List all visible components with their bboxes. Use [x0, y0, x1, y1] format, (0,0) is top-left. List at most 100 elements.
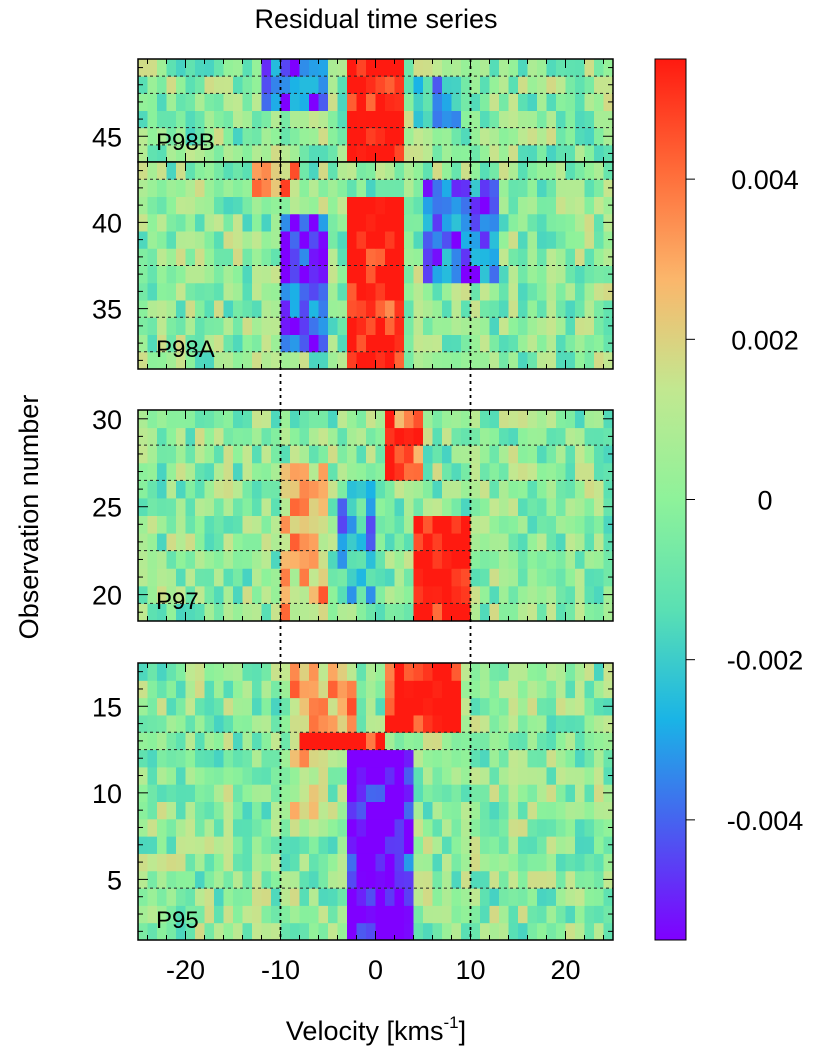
heatmap-cell: [470, 248, 481, 266]
heatmap-cell: [233, 515, 243, 534]
heatmap-cell: [470, 59, 481, 77]
heatmap-cell: [242, 480, 253, 499]
heatmap-cell: [223, 231, 234, 249]
heatmap-cell: [280, 351, 291, 370]
heatmap-cell: [394, 663, 405, 681]
heatmap-cell: [233, 550, 243, 569]
heatmap-cell: [537, 603, 547, 622]
heatmap-cell: [280, 515, 291, 534]
heatmap-cell: [413, 248, 424, 266]
heatmap-cell: [375, 853, 386, 872]
heatmap-cell: [470, 213, 481, 232]
heatmap-cell: [280, 144, 291, 163]
heatmap-cell: [451, 300, 462, 318]
heatmap-cell: [413, 282, 424, 301]
heatmap-cell: [233, 680, 243, 699]
heatmap-cell: [299, 110, 310, 129]
heatmap-cell: [584, 93, 595, 111]
heatmap-cell: [432, 59, 443, 77]
heatmap-cell: [347, 663, 357, 681]
heatmap-cell: [157, 76, 167, 94]
heatmap-cell: [214, 714, 224, 733]
heatmap-cell: [451, 818, 462, 837]
heatmap-cell: [451, 196, 462, 215]
heatmap-cell: [461, 515, 471, 534]
heatmap-cell: [185, 144, 196, 163]
heatmap-cell: [366, 248, 376, 266]
heatmap-cell: [413, 110, 424, 129]
heatmap-cell: [195, 680, 205, 699]
heatmap-cell: [556, 680, 566, 699]
heatmap-cell: [166, 853, 177, 872]
heatmap-cell: [385, 714, 395, 733]
heatmap-cell: [575, 836, 585, 854]
heatmap-cell: [185, 93, 196, 111]
heatmap-cell: [461, 922, 471, 941]
heatmap-cell: [508, 179, 519, 197]
heatmap-cell: [413, 144, 424, 163]
heatmap-cell: [423, 213, 433, 232]
heatmap-cell: [489, 550, 500, 569]
heatmap-cell: [223, 533, 234, 552]
heatmap-cell: [242, 585, 253, 604]
heatmap-cell: [318, 351, 329, 370]
heatmap-cell: [442, 144, 452, 163]
heatmap-cell: [185, 162, 196, 180]
heatmap-cell: [432, 905, 443, 924]
heatmap-cell: [575, 317, 585, 335]
heatmap-cell: [565, 515, 576, 534]
heatmap-cell: [328, 282, 338, 301]
heatmap-cell: [356, 515, 367, 534]
heatmap-cell: [537, 59, 547, 77]
heatmap-cell: [423, 801, 433, 820]
heatmap-cell: [423, 59, 433, 77]
heatmap-cell: [584, 231, 595, 249]
heatmap-cell: [537, 462, 547, 481]
heatmap-cell: [442, 680, 452, 699]
heatmap-cell: [204, 568, 215, 587]
heatmap-cell: [584, 714, 595, 733]
heatmap-cell: [546, 282, 557, 301]
heatmap-cell: [233, 480, 243, 499]
heatmap-cell: [394, 714, 405, 733]
heatmap-cell: [347, 853, 357, 872]
heatmap-cell: [499, 162, 509, 180]
heatmap-cell: [470, 110, 481, 129]
heatmap-cell: [527, 585, 538, 604]
heatmap-cell: [271, 282, 281, 301]
heatmap-cell: [442, 265, 452, 284]
heatmap-cell: [584, 568, 595, 587]
heatmap-cell: [328, 905, 338, 924]
heatmap-cell: [470, 550, 481, 569]
heatmap-cell: [518, 179, 528, 197]
heatmap-cell: [242, 766, 253, 785]
heatmap-cell: [347, 179, 357, 197]
heatmap-cell: [252, 480, 262, 499]
heatmap-cell: [309, 427, 319, 446]
heatmap-cell: [489, 334, 500, 353]
heatmap-cell: [309, 410, 319, 429]
heatmap-cell: [518, 818, 528, 837]
heatmap-cell: [318, 179, 329, 197]
heatmap-cell: [489, 922, 500, 941]
heatmap-cell: [470, 533, 481, 552]
heatmap-cell: [233, 853, 243, 872]
heatmap-cell: [233, 410, 243, 429]
heatmap-cell: [176, 282, 186, 301]
heatmap-cell: [337, 282, 348, 301]
heatmap-cell: [499, 248, 509, 266]
heatmap-cell: [499, 784, 509, 802]
heatmap-cell: [271, 680, 281, 699]
heatmap-cell: [157, 334, 167, 353]
heatmap-cell: [385, 697, 395, 716]
heatmap-cell: [214, 853, 224, 872]
heatmap-cell: [366, 497, 376, 516]
heatmap-cell: [337, 162, 348, 180]
heatmap-cell: [556, 697, 566, 716]
heatmap-cell: [575, 351, 585, 370]
heatmap-cell: [223, 213, 234, 232]
heatmap-cell: [147, 480, 158, 499]
heatmap-cell: [461, 550, 471, 569]
heatmap-cell: [423, 110, 433, 129]
heatmap-cell: [413, 550, 424, 569]
